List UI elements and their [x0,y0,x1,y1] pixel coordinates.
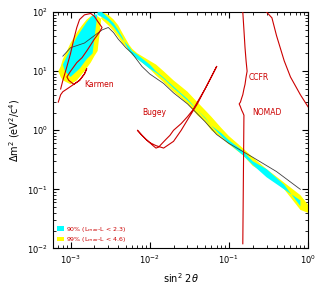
Polygon shape [63,12,300,206]
Text: Karmen: Karmen [85,79,114,88]
X-axis label: sin$^2$ 2$\theta$: sin$^2$ 2$\theta$ [162,271,198,285]
Text: Bugey: Bugey [142,108,166,117]
Text: CCFR: CCFR [249,73,269,82]
Text: NOMAD: NOMAD [253,108,282,117]
Legend: 90% (L$_{max}$-L < 2.3), 99% (L$_{max}$-L < 4.6): 90% (L$_{max}$-L < 2.3), 99% (L$_{max}$-… [56,223,128,245]
Y-axis label: $\Delta$m$^2$ (eV$^2$/c$^4$): $\Delta$m$^2$ (eV$^2$/c$^4$) [7,98,22,162]
Polygon shape [58,12,308,213]
